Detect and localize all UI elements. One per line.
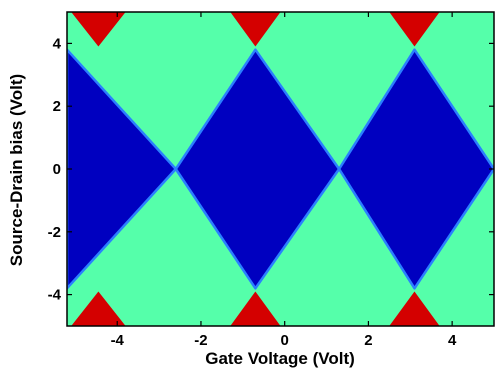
multi-channel-triangle-7 (230, 291, 281, 326)
multi-channel-triangle-6 (71, 291, 126, 326)
x-tick-label-1: -2 (194, 332, 207, 349)
blockade-diamond-1 (174, 48, 341, 290)
y-tick-label-1: -2 (48, 224, 61, 241)
x-axis-label: Gate Voltage (Volt) (205, 349, 355, 368)
blockade-diamond-0 (67, 48, 178, 290)
multi-channel-triangle-4 (230, 12, 281, 47)
y-tick-label-3: 2 (53, 98, 61, 115)
x-axis: -4 -2 0 2 4 (111, 12, 457, 349)
y-tick-label-0: -4 (48, 287, 62, 304)
blockade-diamond-2 (337, 48, 494, 290)
y-tick-label-4: 4 (53, 35, 62, 52)
y-tick-label-2: 0 (53, 161, 61, 178)
x-tick-label-0: -4 (111, 332, 125, 349)
multi-channel-triangle-5 (389, 12, 440, 47)
y-axis: -4 -2 0 2 4 (48, 35, 494, 304)
region-layer (67, 12, 494, 326)
multi-channel-triangle-3 (71, 12, 126, 47)
x-tick-label-3: 2 (364, 332, 372, 349)
x-tick-label-2: 0 (281, 332, 289, 349)
multi-channel-triangle-8 (389, 291, 440, 326)
y-axis-label: Source-Drain bias (Volt) (7, 74, 26, 266)
x-tick-label-4: 4 (448, 332, 457, 349)
